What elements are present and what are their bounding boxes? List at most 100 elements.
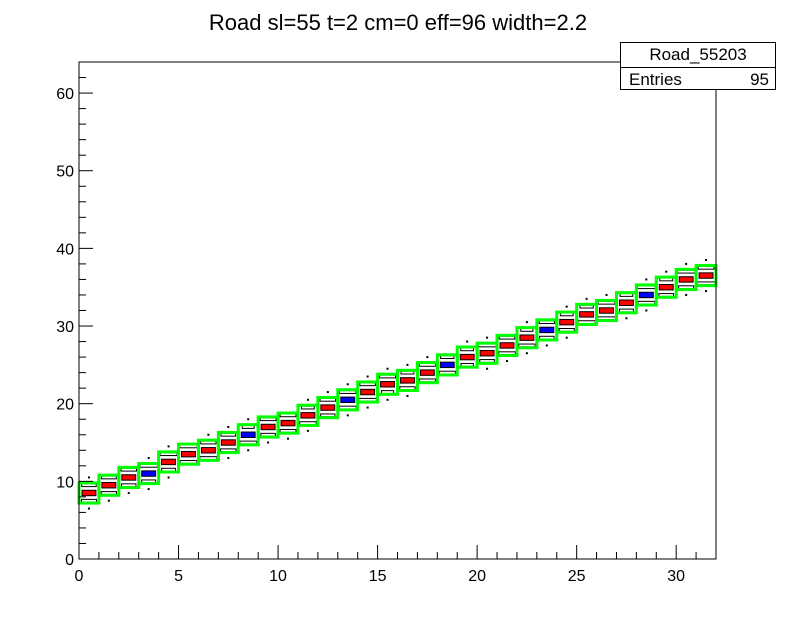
peak-cell [618,299,634,306]
peak-cell [121,474,137,481]
road-outline [77,263,718,505]
peak-cell [658,283,674,291]
peak-cell [320,404,336,411]
sparse-cell [525,352,528,355]
sparse-cell [406,394,409,397]
peak-cell [678,276,694,283]
peak-cell [220,439,236,446]
peak-cell [260,423,276,431]
sparse-cell [366,375,369,378]
peak-cell [81,489,97,497]
sparse-cell [287,437,290,440]
peak-cell [579,311,595,318]
sparse-cell [107,499,110,502]
peak-cell [280,419,296,427]
sparse-cell [147,457,150,460]
peak-cell [300,412,316,419]
sparse-cell [87,476,90,479]
x-tick-label: 0 [75,568,84,585]
sparse-cell [227,457,230,460]
sparse-cell [346,383,349,386]
peak-cell [200,447,216,454]
peak-cell [599,307,614,314]
stats-box: Road_55203 Entries 95 [620,42,776,90]
sparse-cell [486,336,489,339]
peak-cell [638,291,654,299]
stats-entries-label: Entries [629,70,682,89]
sparse-cell [426,356,429,359]
sparse-cell [386,367,389,370]
sparse-cell [306,429,309,432]
sparse-cell [525,321,528,324]
chart-title: Road sl=55 t=2 cm=0 eff=96 width=2.2 [209,10,587,35]
sparse-cell [167,476,170,479]
sparse-cell [87,507,90,510]
sparse-cell [306,398,309,401]
y-tick-label: 50 [56,164,74,181]
peak-cell [479,349,495,357]
sparse-cell [505,359,508,362]
peak-cell [360,388,376,396]
sparse-cell [685,262,688,265]
sparse-cell [605,293,608,296]
y-tick-label: 60 [56,86,74,103]
peak-cell [141,470,157,477]
axes: 0 5 10 15 20 25 30 0 10 20 30 40 50 60 [56,61,717,585]
peak-cell [698,272,714,279]
peak-cell [181,450,196,458]
peak-cell [240,431,256,438]
peak-cell [340,396,356,404]
y-tick-label: 10 [56,474,74,491]
sparse-cell [705,259,708,262]
sparse-cell [406,363,409,366]
peak-cell [399,377,415,384]
sparse-cell [685,293,688,296]
stats-entries-value: 95 [750,70,769,89]
y-tick-label: 0 [65,552,74,569]
plot-frame [78,61,717,560]
sparse-cell [565,305,568,308]
sparse-cell [625,317,628,320]
sparse-cell [366,406,369,409]
sparse-cell [665,270,668,273]
sparse-cell [147,488,150,491]
y-tick-label: 20 [56,397,74,414]
x-tick-label: 20 [468,568,486,585]
sparse-cell [346,414,349,417]
sparse-cell [227,425,230,428]
peak-cell [539,326,555,334]
y-tick-label: 40 [56,241,74,258]
road-bin [137,461,161,486]
x-tick-label: 25 [568,568,586,585]
peak-cell [519,334,535,341]
sparse-cell [267,441,270,444]
stats-histogram-name: Road_55203 [621,43,775,68]
sparse-cell [247,449,250,452]
y-tick-label: 30 [56,319,74,336]
x-tick-label: 30 [667,568,685,585]
stats-entries-row: Entries 95 [621,68,775,91]
x-tick-label: 10 [269,568,287,585]
peak-cell [499,342,515,349]
sparse-cell [326,391,329,394]
sparse-cell [167,445,170,448]
peak-cell [101,482,117,489]
peak-cell [439,361,455,369]
sparse-cell [207,433,210,436]
sparse-cell [645,309,648,312]
sparse-cell [565,336,568,339]
peak-cell [161,458,177,466]
x-tick-label: 15 [369,568,387,585]
sparse-cell [705,290,708,293]
sparse-cell [466,340,469,343]
peak-cell [380,381,396,388]
x-tick-label: 5 [174,568,183,585]
peak-cell [459,353,475,361]
sparse-cell [585,297,588,300]
sparse-cell [127,491,130,494]
sparse-cell [247,418,250,421]
sparse-cell [645,278,648,281]
sparse-cell [386,398,389,401]
peak-cell [419,369,435,376]
